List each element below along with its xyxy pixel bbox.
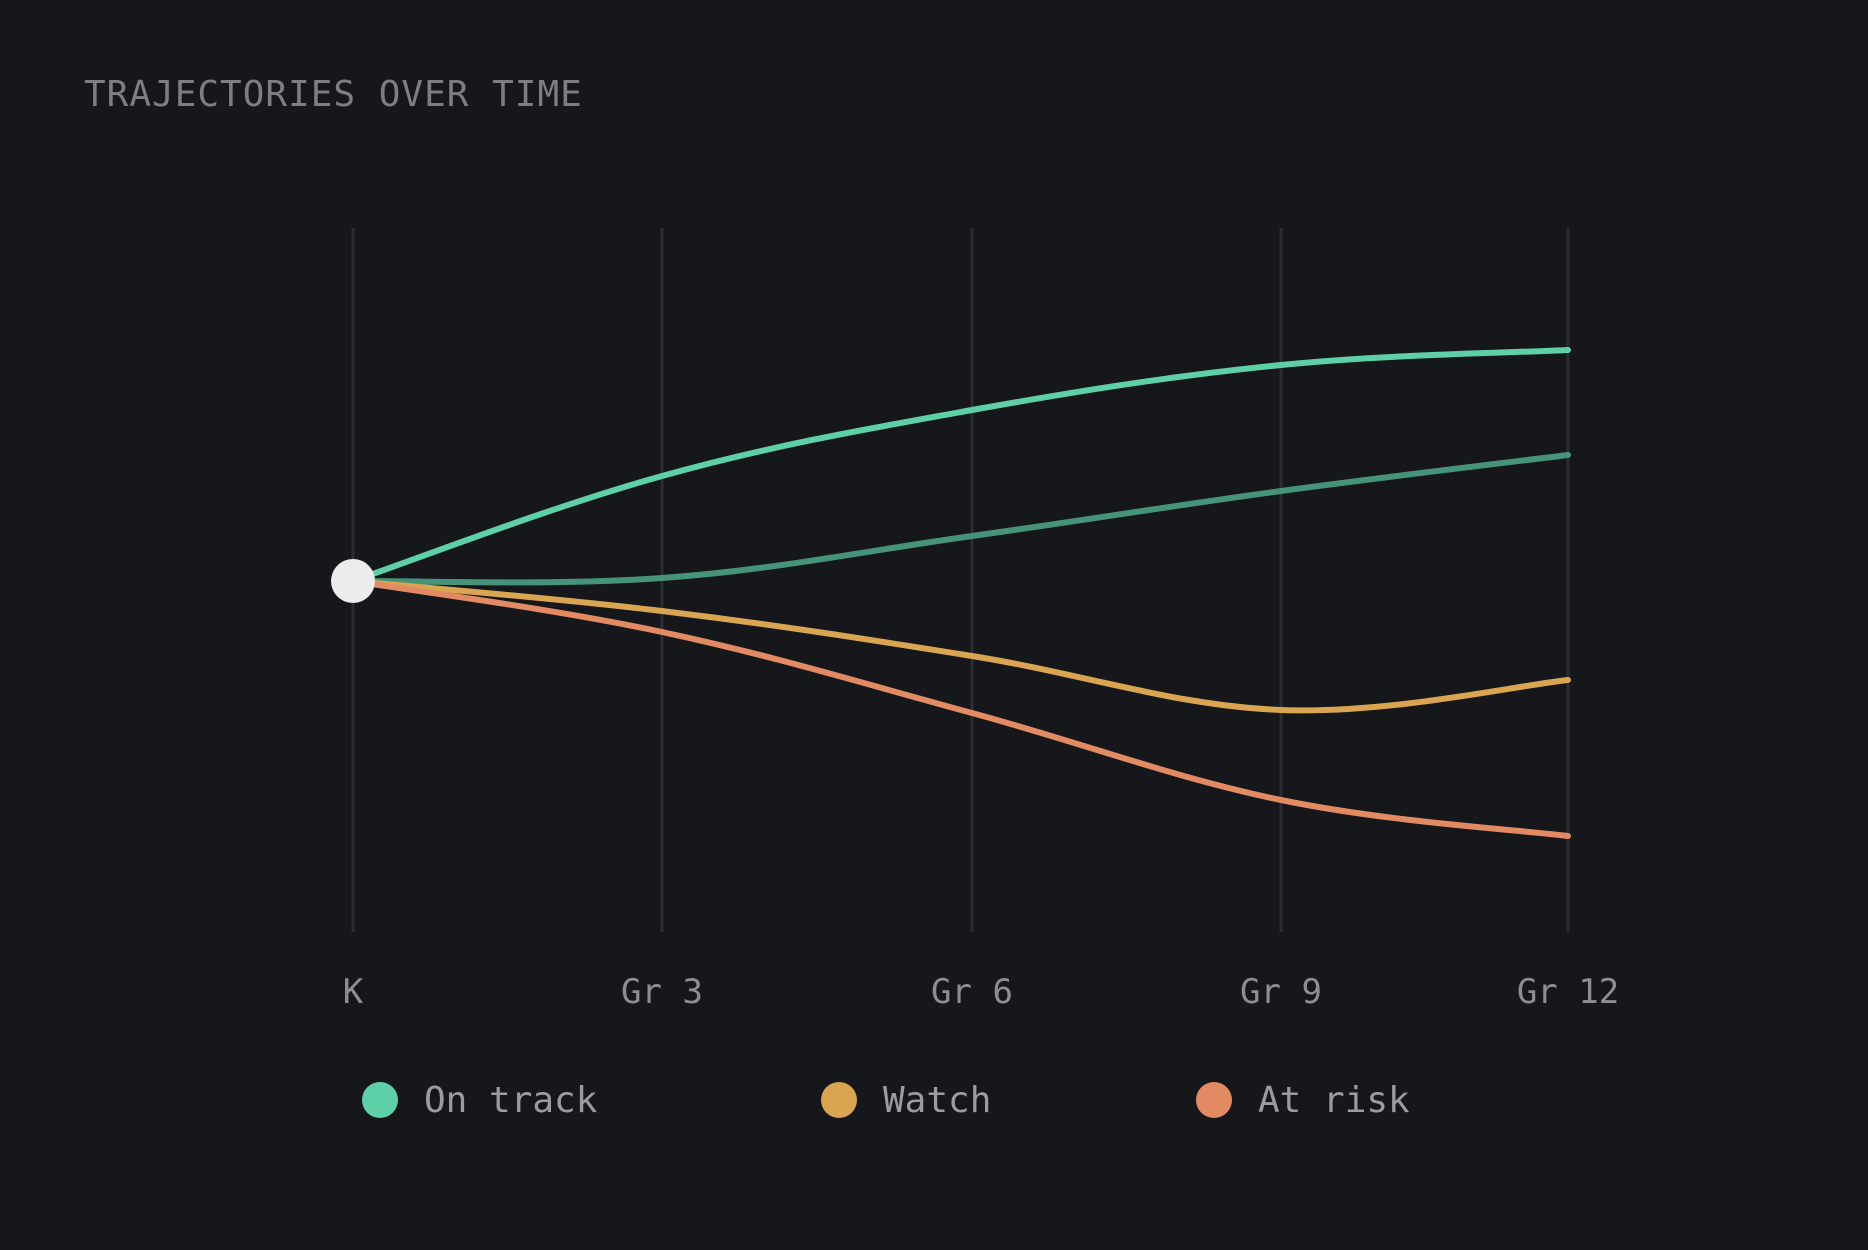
x-tick-label-gr-6: Gr 6 <box>931 972 1013 1012</box>
series-line-at-risk-4 <box>350 578 1571 839</box>
legend: On track Watch At risk <box>0 1072 1868 1128</box>
series-line-on-track-2 <box>350 452 1571 586</box>
x-tick-label-gr-12: Gr 12 <box>1517 972 1619 1012</box>
legend-swatch-watch <box>821 1082 857 1118</box>
x-tick-label-gr-3: Gr 3 <box>621 972 703 1012</box>
legend-label-at-risk: At risk <box>1258 1079 1410 1121</box>
origin-marker-layer <box>331 559 375 603</box>
legend-swatch-at-risk <box>1196 1082 1232 1118</box>
x-tick-label-gr-9: Gr 9 <box>1240 972 1322 1012</box>
legend-item-at-risk: At risk <box>1196 1072 1410 1128</box>
legend-item-on-track: On track <box>362 1072 597 1128</box>
chart-title: TRAJECTORIES OVER TIME <box>84 74 583 115</box>
legend-item-watch: Watch <box>821 1072 991 1128</box>
series-line-on-track-1 <box>350 347 1571 584</box>
series-lines <box>350 347 1571 839</box>
x-tick-label-k: K <box>343 972 364 1012</box>
origin-marker <box>331 559 375 603</box>
legend-swatch-on-track <box>362 1082 398 1118</box>
legend-label-watch: Watch <box>883 1079 992 1121</box>
trajectory-chart: K Gr 3 Gr 6 Gr 9 Gr 12 <box>331 228 1619 1012</box>
legend-label-on-track: On track <box>424 1079 598 1121</box>
series-line-watch-3 <box>350 578 1571 714</box>
x-axis-ticks: K Gr 3 Gr 6 Gr 9 Gr 12 <box>343 972 1619 1012</box>
